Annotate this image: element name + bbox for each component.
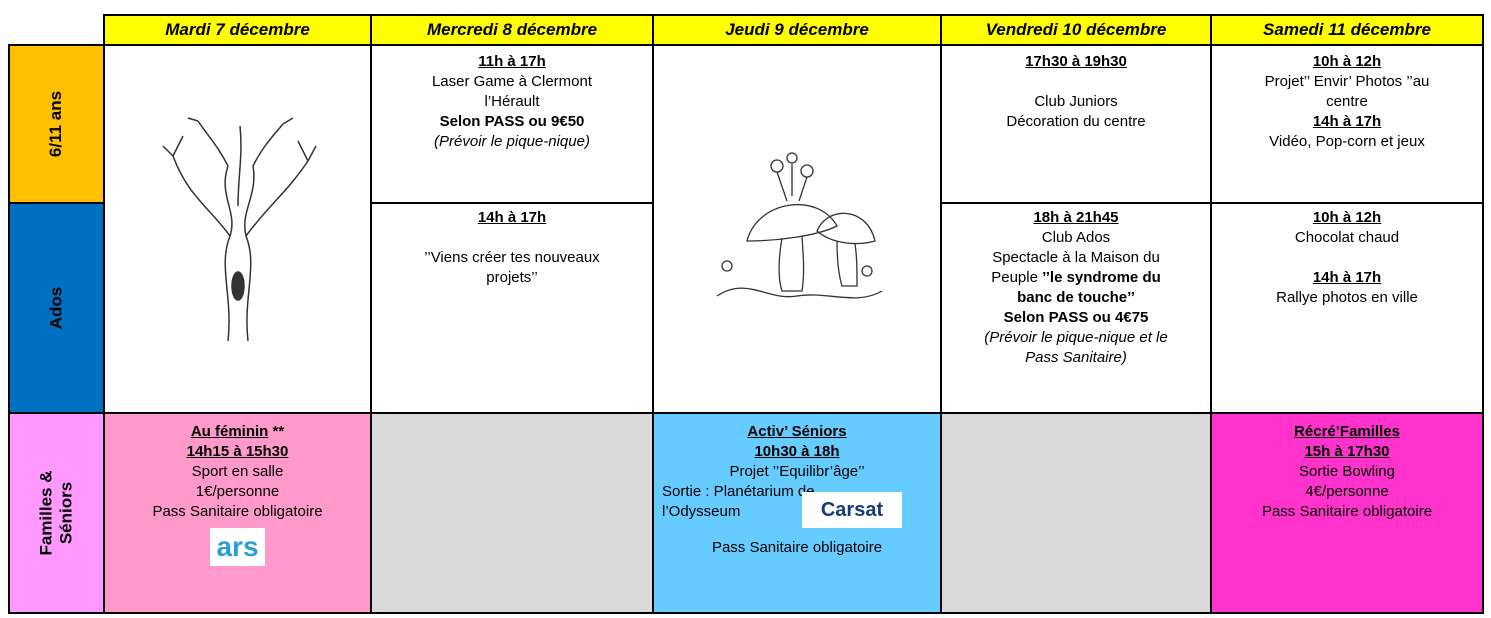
tree-drawing	[161, 117, 317, 342]
price: Selon PASS ou 9€50	[439, 113, 585, 130]
logo-row: l’Odysseum Carsat	[654, 492, 940, 530]
text-line: 1€/personne	[195, 483, 280, 500]
text-line: Projet’’ Envir’ Photos ’’au	[1264, 73, 1430, 90]
illustration-cell	[103, 44, 372, 414]
text-line: ’’Viens créer tes nouveaux	[424, 249, 600, 266]
text-line: Pass Sanitaire obligatoire	[711, 539, 883, 556]
activity-cell: Activ’ Séniors 10h30 à 18h Projet ’’Equi…	[652, 412, 942, 614]
text-line: l’Odysseum	[662, 503, 741, 520]
price: Selon PASS ou 4€75	[1003, 309, 1149, 326]
text-line: Spectacle à la Maison du	[992, 249, 1160, 266]
time: 10h à 12h	[1312, 53, 1382, 70]
day-header: Vendredi 10 décembre	[940, 14, 1212, 46]
footnote-mark: **	[272, 423, 285, 440]
note: (Prévoir le pique-nique)	[434, 133, 590, 150]
activity-cell: 17h30 à 19h30 Club Juniors Décoration du…	[940, 44, 1212, 204]
time: 14h à 17h	[1312, 113, 1382, 130]
empty-cell	[370, 412, 654, 614]
day-header: Jeudi 9 décembre	[652, 14, 942, 46]
label-line: Séniors	[56, 481, 76, 545]
text-line: Pass Sanitaire obligatoire	[152, 503, 323, 520]
text-line: Sortie : Planétarium de	[662, 483, 815, 500]
time: 10h30 à 18h	[754, 443, 840, 460]
activity-cell: 10h à 12h Chocolat chaud 14h à 17h Rally…	[1210, 202, 1484, 414]
time: 14h à 17h	[477, 209, 547, 226]
day-header: Mercredi 8 décembre	[370, 14, 654, 46]
row-label-text: Familles & Séniors	[36, 470, 76, 555]
empty-cell	[940, 412, 1212, 614]
text-part: Peuple	[991, 269, 1038, 286]
time: 14h15 à 15h30	[186, 443, 289, 460]
activity-cell: Récré’Familles 15h à 17h30 Sortie Bowlin…	[1210, 412, 1484, 614]
text-line: Au féminin **	[105, 422, 370, 442]
row-label: Ados	[8, 202, 105, 414]
text-line: Club Ados	[1041, 229, 1111, 246]
text-line: l’Hérault	[484, 93, 540, 110]
activity-title: Au féminin	[190, 423, 269, 440]
row-label: 6/11 ans	[8, 44, 105, 204]
text-line: projets’’	[486, 269, 538, 286]
note: Pass Sanitaire)	[1025, 349, 1127, 366]
time: 14h à 17h	[1312, 269, 1382, 286]
day-header: Samedi 11 décembre	[1210, 14, 1484, 46]
activity-cell: 11h à 17h Laser Game à Clermont l’Héraul…	[370, 44, 654, 204]
text-line: Vidéo, Pop-corn et jeux	[1269, 133, 1425, 150]
text-line: Pass Sanitaire obligatoire	[1261, 503, 1433, 520]
illustration-cell	[652, 44, 942, 414]
text-line: Décoration du centre	[1006, 113, 1146, 130]
activity-title: Activ’ Séniors	[747, 423, 847, 440]
carsat-logo: Carsat	[802, 492, 902, 528]
text-line: centre	[1326, 93, 1368, 110]
text-line: Rallye photos en ville	[1276, 289, 1418, 306]
text-line: Sport en salle	[191, 463, 284, 480]
time: 15h à 17h30	[1304, 443, 1390, 460]
time: 17h30 à 19h30	[1025, 53, 1127, 70]
ars-logo: ars	[210, 528, 265, 566]
row-label: Familles & Séniors	[8, 412, 105, 614]
label-line: Familles &	[36, 470, 56, 556]
time: 18h à 21h45	[1033, 209, 1119, 226]
text-line: Laser Game à Clermont	[431, 73, 593, 90]
row-label-text: 6/11 ans	[46, 90, 66, 158]
text-line: Chocolat chaud	[1294, 229, 1400, 246]
activity-cell: 10h à 12h Projet’’ Envir’ Photos ’’au ce…	[1210, 44, 1484, 204]
time: 11h à 17h	[478, 53, 546, 70]
text-line: Projet ’’Equilibr’âge’’	[729, 463, 865, 480]
time: 10h à 12h	[1312, 209, 1382, 226]
row-label-text: Ados	[46, 286, 66, 330]
activity-title: Récré’Familles	[1294, 423, 1400, 440]
show-title: banc de touche’’	[1017, 289, 1135, 306]
text-line: Sortie Bowling	[1299, 463, 1395, 480]
day-header: Mardi 7 décembre	[103, 14, 372, 46]
show-title: ’’le syndrome du	[1042, 269, 1161, 286]
activity-cell: 18h à 21h45 Club Ados Spectacle à la Mai…	[940, 202, 1212, 414]
activity-cell: 14h à 17h ’’Viens créer tes nouveaux pro…	[370, 202, 654, 414]
mushroom-drawing	[716, 152, 883, 299]
activity-cell: Au féminin ** 14h15 à 15h30 Sport en sal…	[103, 412, 372, 614]
text-line: Club Juniors	[1034, 93, 1118, 110]
text-line: 4€/personne	[1305, 483, 1389, 500]
text-line: Peuple ’’le syndrome du	[942, 268, 1210, 288]
note: (Prévoir le pique-nique et le	[984, 329, 1168, 346]
